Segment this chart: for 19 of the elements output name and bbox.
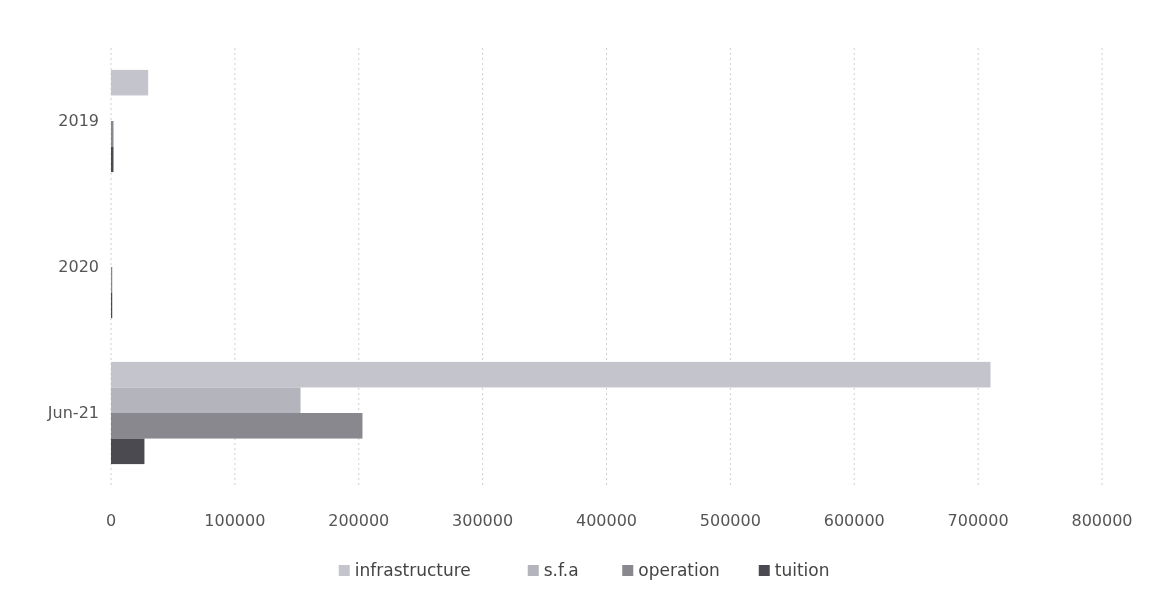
x-tick-label: 400000 — [575, 511, 638, 530]
x-tick-label: 300000 — [452, 511, 514, 530]
legend-label: operation — [638, 560, 720, 580]
x-tick-label: 0 — [105, 511, 117, 530]
x-tick-label: 700000 — [947, 511, 1009, 530]
y-tick-label: Jun-21 — [46, 402, 99, 422]
y-tick-label: 2020 — [58, 256, 99, 276]
x-tick-label: 500000 — [699, 511, 761, 530]
legend-label: tuition — [774, 560, 830, 580]
legend-label: s.f.a — [543, 560, 579, 580]
bar — [111, 413, 363, 439]
x-tick-label: 100000 — [204, 511, 266, 530]
x-tick-label: 800000 — [1071, 511, 1133, 530]
bar — [111, 387, 301, 413]
bar — [111, 438, 145, 465]
x-tick-label: 600000 — [823, 511, 885, 530]
y-tick-label: 2019 — [58, 110, 99, 130]
legend-label: infrastructure — [354, 560, 471, 580]
x-tick-label: 200000 — [328, 511, 390, 530]
